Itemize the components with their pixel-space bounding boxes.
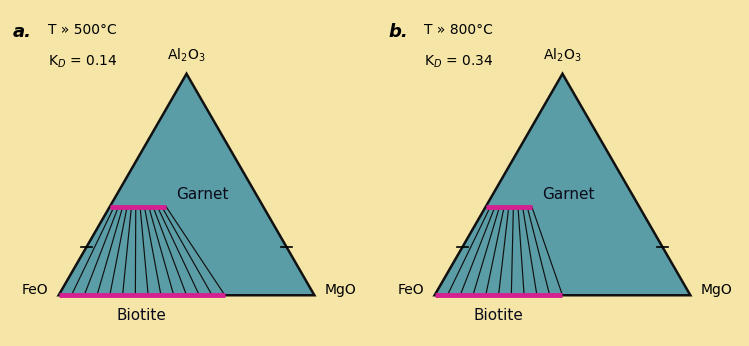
Text: Garnet: Garnet bbox=[542, 186, 595, 201]
Text: T » 500°C: T » 500°C bbox=[49, 22, 117, 37]
Text: FeO: FeO bbox=[398, 283, 425, 297]
Text: FeO: FeO bbox=[22, 283, 49, 297]
Text: Biotite: Biotite bbox=[473, 308, 524, 323]
Text: MgO: MgO bbox=[324, 283, 357, 297]
Text: T » 800°C: T » 800°C bbox=[425, 22, 494, 37]
Text: K$_{D}$ = 0.34: K$_{D}$ = 0.34 bbox=[425, 53, 494, 70]
Text: K$_{D}$ = 0.14: K$_{D}$ = 0.14 bbox=[49, 53, 118, 70]
Polygon shape bbox=[58, 74, 315, 295]
Polygon shape bbox=[434, 74, 691, 295]
Text: a.: a. bbox=[13, 22, 31, 40]
Text: Garnet: Garnet bbox=[176, 186, 228, 201]
Text: Al$_2$O$_3$: Al$_2$O$_3$ bbox=[167, 46, 206, 64]
Text: MgO: MgO bbox=[700, 283, 733, 297]
Text: b.: b. bbox=[389, 22, 408, 40]
Text: Al$_2$O$_3$: Al$_2$O$_3$ bbox=[543, 46, 582, 64]
Text: Biotite: Biotite bbox=[117, 308, 167, 323]
